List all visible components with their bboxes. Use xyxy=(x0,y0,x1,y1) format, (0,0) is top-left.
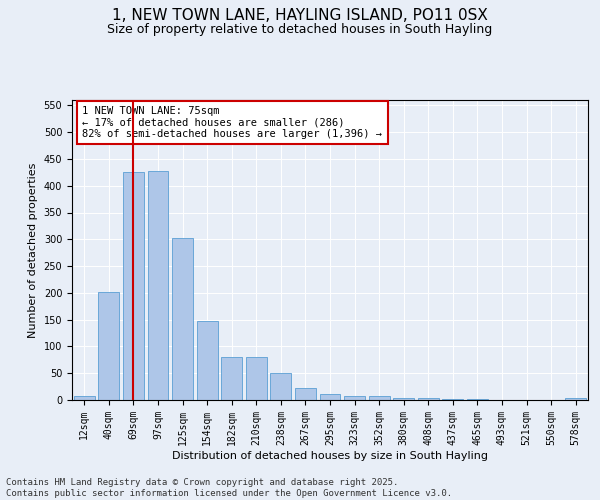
Bar xyxy=(74,396,95,400)
Bar xyxy=(271,373,292,400)
Bar xyxy=(148,171,169,400)
Bar xyxy=(172,238,193,400)
Bar xyxy=(368,396,389,400)
Bar xyxy=(221,357,242,400)
Bar xyxy=(418,398,439,400)
Bar xyxy=(565,398,586,400)
Bar xyxy=(98,292,119,400)
Bar xyxy=(295,388,316,400)
Text: Size of property relative to detached houses in South Hayling: Size of property relative to detached ho… xyxy=(107,22,493,36)
Text: Contains HM Land Registry data © Crown copyright and database right 2025.
Contai: Contains HM Land Registry data © Crown c… xyxy=(6,478,452,498)
Bar xyxy=(442,399,463,400)
Bar xyxy=(344,396,365,400)
Bar xyxy=(246,357,267,400)
Bar xyxy=(320,394,340,400)
X-axis label: Distribution of detached houses by size in South Hayling: Distribution of detached houses by size … xyxy=(172,450,488,460)
Bar xyxy=(123,172,144,400)
Bar xyxy=(393,398,414,400)
Text: 1, NEW TOWN LANE, HAYLING ISLAND, PO11 0SX: 1, NEW TOWN LANE, HAYLING ISLAND, PO11 0… xyxy=(112,8,488,22)
Y-axis label: Number of detached properties: Number of detached properties xyxy=(28,162,38,338)
Text: 1 NEW TOWN LANE: 75sqm
← 17% of detached houses are smaller (286)
82% of semi-de: 1 NEW TOWN LANE: 75sqm ← 17% of detached… xyxy=(82,106,382,139)
Bar xyxy=(197,322,218,400)
